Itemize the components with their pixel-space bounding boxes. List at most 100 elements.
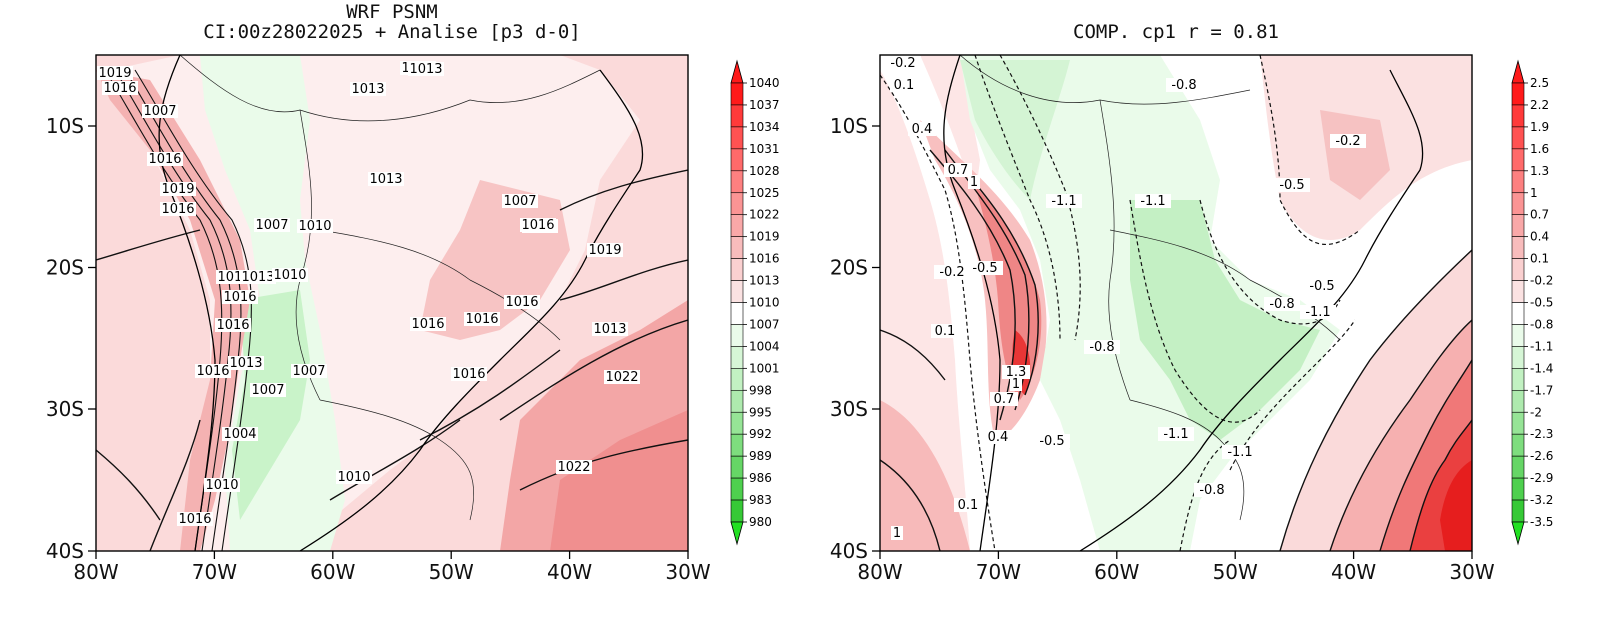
right-contour-label: 0.4 — [912, 122, 933, 137]
left-contour-label-bg — [97, 66, 133, 80]
left-y-tick-label: 10S — [46, 114, 84, 138]
right-neg-north — [960, 60, 1070, 200]
left-colorbar-label: 989 — [749, 449, 772, 463]
left-contour-label-bg — [222, 427, 258, 441]
left-contour-label: 1016 — [178, 512, 211, 527]
left-contour-label: 1013 — [241, 270, 274, 285]
left-x-tick-label: 70W — [192, 560, 237, 584]
right-contour-label: -0.8 — [1089, 340, 1114, 355]
left-colorbar-swatch — [730, 148, 744, 172]
left-contour-label: 1016 — [216, 318, 249, 333]
right-contour-labels: -0.20.10.40.71-1.1 -1.1-0.8-0.2-0.5-0.2 -0… — [885, 56, 1366, 541]
right-contour-label: -0.5 — [1039, 434, 1064, 449]
left-low-1007 — [232, 290, 310, 520]
right-colorbar-swatch — [1511, 104, 1525, 128]
right-contour-label-bg — [885, 56, 921, 70]
left-colorbar-label: 992 — [749, 427, 772, 441]
right-contour-label-bg — [1046, 194, 1082, 208]
right-borders — [959, 55, 1341, 521]
left-contour-label: 1013 — [409, 62, 442, 77]
left-colorbar-label: 986 — [749, 471, 772, 485]
right-contour-label: 0.1 — [935, 324, 956, 339]
right-contour-label-bg — [931, 324, 959, 338]
right-contour-label-bg — [1158, 427, 1194, 441]
left-contour-label-bg — [177, 512, 213, 526]
left-contour-label: 1016 — [411, 317, 444, 332]
left-colorbar-swatch — [730, 82, 744, 106]
right-y-tick-label: 10S — [830, 114, 868, 138]
right-west-strip — [880, 55, 1000, 551]
right-x-tick-label: 50W — [1213, 560, 1258, 584]
left-contour-label: 1007 — [292, 364, 325, 379]
left-contour-label: 1004 — [223, 427, 256, 442]
left-contour-label: 1013 — [593, 322, 626, 337]
right-colorbar-swatch — [1511, 433, 1525, 457]
right-colorbar-swatch — [1511, 477, 1525, 501]
left-contour-label: 1010 — [273, 268, 306, 283]
left-contour-label-bg — [410, 317, 446, 331]
right-x-tick-label: 80W — [857, 560, 902, 584]
left-contour-label: 1016 — [103, 81, 136, 96]
left-colorbar-swatch — [730, 104, 744, 128]
right-colorbar-swatch — [1511, 82, 1525, 106]
right-colorbar-label: 1.3 — [1530, 164, 1549, 178]
right-contour-label-bg — [1330, 134, 1366, 148]
right-contour-label: -0.2 — [890, 56, 915, 71]
left-colorbar-label: 1004 — [749, 339, 780, 353]
right-contour-label-bg — [1264, 297, 1300, 311]
left-contour-label-bg — [240, 270, 276, 284]
right-colorbar-swatch — [1511, 280, 1525, 303]
left-colorbar-label: 1019 — [749, 230, 780, 244]
right-contour-label-bg — [984, 430, 1012, 444]
right-neg-mid — [1130, 200, 1320, 440]
left-contour-label: 1013 — [369, 172, 402, 187]
left-colorbar-swatch — [730, 411, 744, 435]
left-high-1022 — [550, 410, 688, 551]
right-contour-label: 0.4 — [988, 430, 1009, 445]
left-colorbar-swatch — [730, 126, 744, 150]
right-contour-label: 1 — [893, 526, 901, 541]
right-x-tick-label: 60W — [1094, 560, 1139, 584]
right-contour-label: 0.7 — [994, 392, 1015, 407]
left-contour-label-bg — [368, 172, 404, 186]
left-contour-label-bg — [451, 367, 487, 381]
right-colorbar-label: -1.4 — [1530, 361, 1553, 375]
right-colorbar-swatch — [1511, 126, 1525, 150]
left-colorbar-swatch — [730, 346, 744, 369]
right-x-tick-label: 40W — [1331, 560, 1376, 584]
left-contour-label-bg — [350, 82, 386, 96]
right-colorbar-swatch — [1511, 148, 1525, 172]
right-colorbar-label: -1.7 — [1530, 383, 1553, 397]
right-colorbar-label: 1.9 — [1530, 120, 1549, 134]
right-contour-label-bg — [967, 261, 1003, 275]
right-colorbar-label: 1 — [1530, 186, 1538, 200]
right-contour-label-bg — [954, 498, 982, 512]
left-colorbar-swatch — [730, 214, 744, 237]
left-contour-label-bg — [204, 478, 240, 492]
right-contour-label: -0.2 — [939, 265, 964, 280]
right-colorbar-swatch — [1511, 236, 1525, 259]
left-colorbar-swatch — [730, 236, 744, 259]
right-contour-label-bg — [891, 526, 903, 540]
right-colorbar-swatch — [1511, 324, 1525, 347]
right-colorbar-swatch — [1511, 411, 1525, 435]
left-colorbar-swatch — [730, 192, 744, 216]
right-contour-label-bg — [1166, 78, 1202, 92]
left-contour-label-bg — [297, 219, 333, 233]
left-y-tick-label: 20S — [46, 256, 84, 280]
right-contour-label: 0.1 — [958, 498, 979, 513]
right-colorbar-swatch — [1511, 389, 1525, 413]
left-colorbar-swatch — [730, 499, 744, 523]
left-contour-label-bg — [592, 322, 628, 336]
left-contour-label: 1022 — [605, 370, 638, 385]
right-colorbar-label: -0.8 — [1530, 317, 1553, 331]
left-contour-label-bg — [147, 152, 183, 166]
left-contour-label: 1013 — [351, 82, 384, 97]
right-contour-label: -0.5 — [972, 261, 997, 276]
left-colorbar-label: 1022 — [749, 208, 780, 222]
left-contour-label: 1013 — [229, 356, 262, 371]
left-x-tick-label: 60W — [310, 560, 355, 584]
right-contour-label: -1.1 — [1227, 445, 1252, 460]
right-contour-label-bg — [968, 175, 980, 189]
left-contour-label: 1010 — [298, 219, 331, 234]
